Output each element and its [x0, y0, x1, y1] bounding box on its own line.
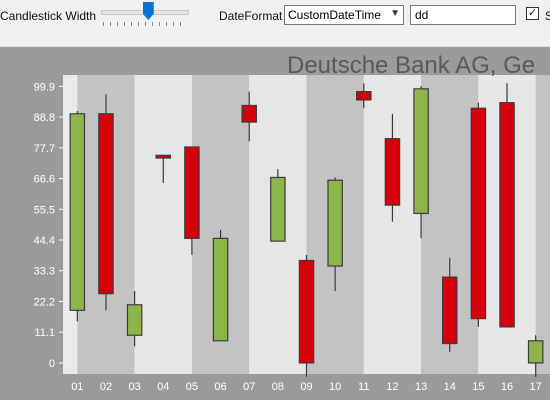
candle-body — [126, 304, 143, 336]
slider-ticks — [103, 22, 187, 26]
y-tick-label: 66.6 — [34, 174, 55, 186]
date-format-label: DateFormat — [219, 9, 283, 23]
date-format-select-value: CustomDateTime — [288, 8, 381, 22]
candle-body — [356, 91, 372, 101]
candle-body — [212, 237, 229, 342]
y-tick-label: 88.8 — [34, 112, 55, 124]
candle-body — [270, 176, 286, 242]
x-tick-label: 14 — [444, 381, 456, 393]
x-tick-label: 07 — [243, 381, 255, 393]
x-tick-label: 13 — [415, 381, 427, 393]
candle-body — [241, 104, 257, 123]
candle-body — [298, 259, 315, 364]
x-tick-label: 17 — [530, 381, 542, 393]
y-tick-label: 55.5 — [34, 204, 55, 216]
series-checkbox-label[interactable]: S — [545, 9, 550, 23]
x-tick-label: 02 — [100, 381, 112, 393]
y-tick-label: 0 — [49, 358, 55, 370]
candle-body — [499, 102, 515, 328]
x-tick-label: 04 — [157, 381, 169, 393]
y-tick-label: 33.3 — [34, 266, 55, 278]
candle-body — [413, 88, 429, 215]
x-tick-label: 12 — [386, 381, 398, 393]
candle-body — [184, 146, 200, 239]
x-tick-label: 08 — [272, 381, 284, 393]
candle-body — [98, 113, 114, 295]
x-tick-label: 09 — [300, 381, 312, 393]
x-tick-label: 01 — [71, 381, 83, 393]
y-tick-label: 99.9 — [34, 81, 55, 93]
y-tick-label: 11.1 — [34, 327, 55, 339]
candle-body — [384, 138, 401, 206]
candle-body — [441, 276, 458, 345]
y-tick-label: 77.7 — [34, 143, 55, 155]
chart-title: Deutsche Bank AG, Ge — [287, 52, 535, 79]
candle-body — [69, 113, 86, 311]
x-band — [134, 75, 192, 374]
candle-body — [470, 107, 487, 320]
x-tick-label: 11 — [358, 381, 369, 393]
date-format-select[interactable]: CustomDateTime ▼ — [284, 5, 404, 25]
candlestick-width-label: Candlestick Width — [0, 9, 97, 23]
x-tick-label: 15 — [472, 381, 484, 393]
x-tick-label: 05 — [186, 381, 198, 393]
chevron-down-icon[interactable]: ▼ — [390, 8, 400, 19]
candle-body — [327, 179, 343, 267]
candlestick-chart: 99.9 88.8 77.7 66.6 55.5 44.4 33.3 22.2 11.1 0 01 0… — [0, 47, 550, 400]
candlestick-width-slider-thumb[interactable] — [142, 2, 154, 20]
toolbar: Candlestick Width DateFormat CustomDateT… — [0, 0, 550, 47]
candle-body — [155, 154, 172, 159]
candle-body — [527, 340, 544, 364]
y-tick-label: 22.2 — [34, 296, 55, 308]
x-tick-label: 03 — [128, 381, 140, 393]
checkmark-icon: ✓ — [527, 7, 538, 19]
custom-format-input[interactable]: dd — [410, 5, 516, 25]
x-tick-label: 10 — [329, 381, 341, 393]
x-tick-label: 06 — [214, 381, 226, 393]
x-band — [535, 75, 550, 374]
x-tick-label: 16 — [501, 381, 513, 393]
series-checkbox[interactable]: ✓ — [526, 7, 539, 20]
y-tick-label: 44.4 — [34, 235, 55, 247]
